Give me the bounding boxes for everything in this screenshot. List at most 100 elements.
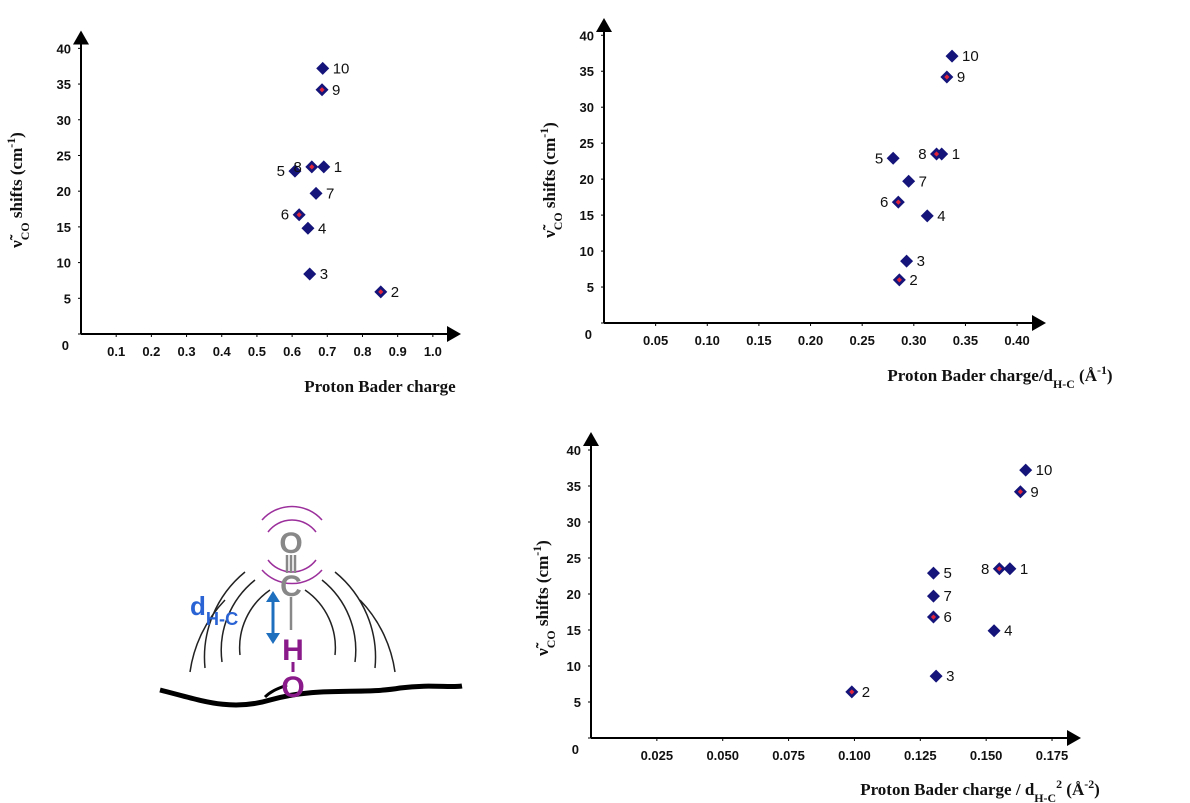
x-axis-title-part: (Å: [1062, 780, 1085, 799]
data-point-center: [930, 614, 937, 620]
y-tick-label: 5: [587, 280, 594, 295]
waves-right: [304, 571, 396, 673]
data-point: [303, 267, 317, 281]
data-point: [900, 254, 914, 268]
atom-label: O: [281, 671, 304, 704]
atom-label: H: [282, 634, 304, 667]
x-tick-label: 0.6: [283, 344, 301, 359]
point-label: 3: [946, 668, 954, 685]
y-tick-label: 35: [580, 64, 594, 79]
point-label: 10: [1036, 462, 1053, 479]
x-axis-title-part: -2: [1084, 777, 1094, 791]
x-tick-label: 0.10: [695, 333, 720, 348]
point-label: 9: [332, 82, 340, 99]
point-label: 3: [320, 266, 328, 283]
x-axis-arrow: [1067, 730, 1081, 746]
y-tick-label: 5: [64, 291, 71, 306]
x-tick-label: 0.25: [850, 333, 875, 348]
point-label: 1: [334, 159, 342, 176]
y-tick-label: 15: [57, 220, 71, 235]
point-label: 9: [957, 69, 965, 86]
y-axis-arrow: [583, 432, 599, 446]
x-tick-label: 0.175: [1036, 748, 1069, 763]
point-label: 1: [952, 146, 960, 163]
data-point-center: [309, 164, 315, 170]
data-point: [1019, 463, 1033, 477]
y-tick-label: 20: [57, 184, 71, 199]
point-label: 8: [918, 146, 926, 163]
y-tick-label: 40: [567, 443, 581, 458]
y-tick-label: 10: [580, 244, 594, 259]
x-tick-label: 0.075: [772, 748, 805, 763]
x-tick-label: 0.1: [107, 344, 125, 359]
x-tick-label: 0.150: [970, 748, 1003, 763]
x-tick-label: 0.2: [142, 344, 160, 359]
x-tick-label: 0.40: [1004, 333, 1029, 348]
y-axis-title-part: shifts (cm: [533, 556, 552, 631]
y-tick-label: 25: [57, 148, 71, 163]
y-tick-label: 5: [574, 695, 581, 710]
point-label: 6: [880, 194, 888, 211]
data-point: [886, 151, 900, 165]
data-point: [316, 61, 330, 75]
data-point-center: [895, 199, 901, 205]
x-axis-arrow: [1032, 315, 1046, 331]
y-axis-title-part: CO: [544, 630, 558, 648]
y-tick-label: 20: [580, 172, 594, 187]
waves-left: [189, 571, 271, 673]
x-tick-label: 0.100: [838, 748, 871, 763]
y-axis-arrow: [596, 18, 612, 32]
data-point: [920, 209, 934, 223]
y-axis-title-part: -1: [537, 128, 551, 138]
y-axis-title-part: ): [533, 540, 552, 546]
point-label: 7: [943, 588, 951, 605]
y-tick-label: 30: [567, 515, 581, 530]
data-point: [945, 49, 959, 63]
y-axis-title: ν̃CO shifts (cm-1): [4, 132, 32, 249]
point-label: 3: [917, 253, 925, 270]
point-label: 6: [943, 609, 951, 626]
x-tick-label: 0.5: [248, 344, 266, 359]
y-axis-title-part: shifts (cm: [7, 148, 26, 223]
y-tick-label: 0: [585, 327, 592, 342]
y-axis-title-part: -1: [4, 138, 18, 148]
point-label: 10: [962, 48, 979, 65]
point-label: 5: [277, 163, 285, 180]
data-point-center: [378, 289, 384, 295]
point-label: 4: [318, 220, 326, 237]
distance-arrow: [266, 591, 280, 644]
x-tick-label: 0.8: [353, 344, 371, 359]
distance-label-part: d: [190, 591, 206, 621]
distance-label-part: H-C: [206, 609, 238, 629]
point-label: 8: [981, 561, 989, 578]
point-label: 7: [919, 173, 927, 190]
x-tick-label: 0.05: [643, 333, 668, 348]
atom-label: O: [279, 527, 302, 560]
y-axis-title: ν̃CO shifts (cm-1): [537, 122, 565, 239]
x-axis-title-part: Proton Bader charge/d: [887, 366, 1053, 385]
y-tick-label: 40: [57, 41, 71, 56]
y-axis-title-part: shifts (cm: [540, 138, 559, 213]
surface: [159, 683, 463, 708]
data-point: [288, 164, 302, 178]
data-point: [309, 186, 323, 200]
point-label: 9: [1030, 484, 1038, 501]
point-label: 6: [281, 207, 289, 224]
point-label: 8: [293, 159, 301, 176]
data-point: [301, 221, 315, 235]
data-point: [317, 160, 331, 174]
y-axis-title-part: CO: [551, 212, 565, 230]
data-point-center: [896, 277, 902, 283]
atom-label: C: [280, 570, 302, 603]
y-axis-title-part: ): [540, 122, 559, 128]
x-tick-label: 0.3: [178, 344, 196, 359]
data-point: [1003, 562, 1017, 576]
y-tick-label: 0: [62, 338, 69, 353]
co-bond: [285, 555, 297, 630]
x-tick-label: 1.0: [424, 344, 442, 359]
x-axis-title: Proton Bader charge/dH-C (Å-1): [887, 363, 1112, 391]
x-tick-label: 0.20: [798, 333, 823, 348]
x-tick-label: 0.35: [953, 333, 978, 348]
y-axis-title-part: CO: [18, 222, 32, 240]
